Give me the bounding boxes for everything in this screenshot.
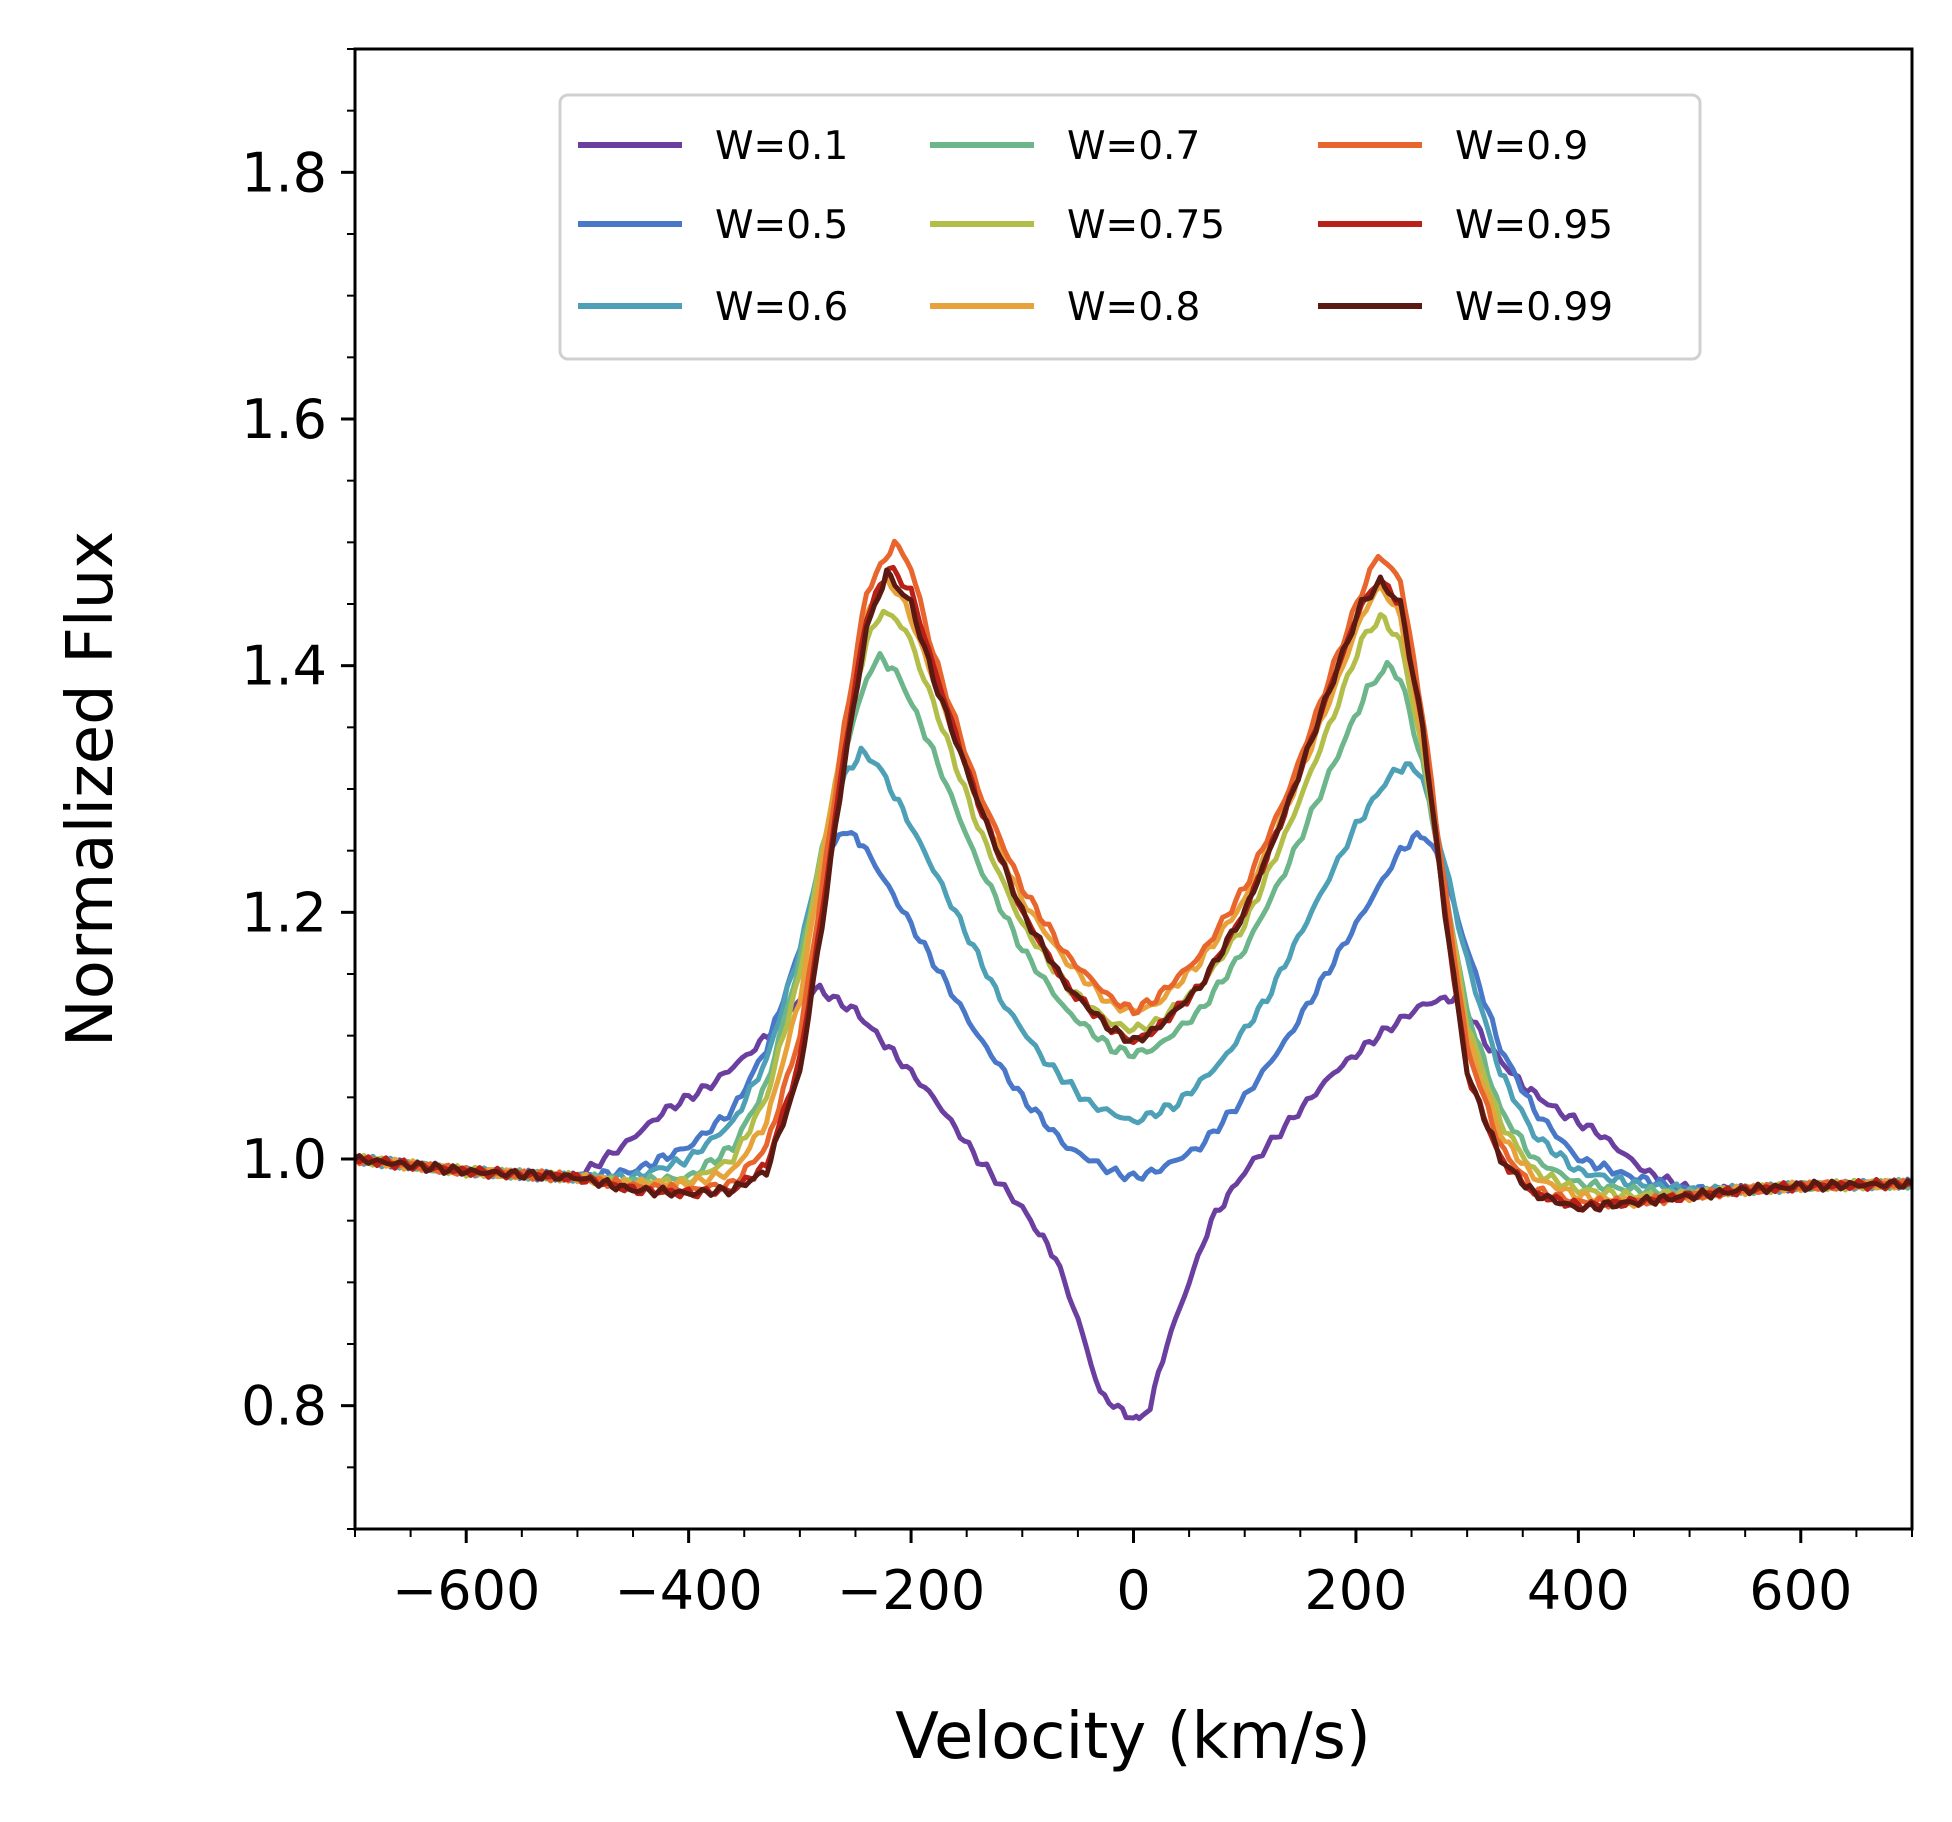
y-tick-label: 1.4: [241, 635, 327, 698]
x-tick-label: 400: [1527, 1559, 1630, 1622]
y-tick-label: 1.6: [241, 388, 327, 451]
x-tick-label: −400: [614, 1559, 762, 1622]
x-tick-label: 200: [1304, 1559, 1407, 1622]
legend-label-W=0.7: W=0.7: [1067, 124, 1200, 169]
y-tick-label: 1.2: [241, 881, 327, 944]
legend-box: [558, 93, 1702, 361]
y-axis-label: Normalized Flux: [54, 531, 128, 1047]
series-line-W=0.1: [354, 982, 1913, 1422]
legend-label-W=0.99: W=0.99: [1455, 285, 1613, 330]
series-layer: [352, 538, 1914, 1422]
series-line-W=0.9: [352, 538, 1913, 1210]
tick-layer: −600 −400 −200 0 200 400 600 0.8 1.0 1.2 1.4 1.6 1.8: [241, 48, 1913, 1622]
x-tick-label: 0: [1116, 1559, 1150, 1622]
y-tick-label: 1.8: [241, 141, 327, 204]
legend-label-W=0.95: W=0.95: [1455, 203, 1613, 248]
series-line-W=0.99: [353, 567, 1914, 1213]
legend-label-W=0.9: W=0.9: [1455, 124, 1588, 169]
legend-label-W=0.5: W=0.5: [715, 203, 848, 248]
legend-label-W=0.75: W=0.75: [1067, 203, 1225, 248]
series-line-W=0.95: [354, 564, 1913, 1213]
x-tick-label: 600: [1749, 1559, 1852, 1622]
legend-label-W=0.6: W=0.6: [715, 285, 848, 330]
legend-label-W=0.1: W=0.1: [715, 124, 848, 169]
legend-label-W=0.8: W=0.8: [1067, 285, 1200, 330]
x-tick-label: −600: [392, 1559, 540, 1622]
legend: W=0.1 W=0.5 W=0.6 W=0.7 W=0.75 W=0.8 W=0.9 W=0.…: [558, 93, 1702, 361]
x-axis-label: Velocity (km/s): [895, 1700, 1371, 1774]
y-tick-label: 1.0: [241, 1128, 327, 1191]
x-tick-label: −200: [837, 1559, 985, 1622]
y-tick-label: 0.8: [241, 1375, 327, 1438]
